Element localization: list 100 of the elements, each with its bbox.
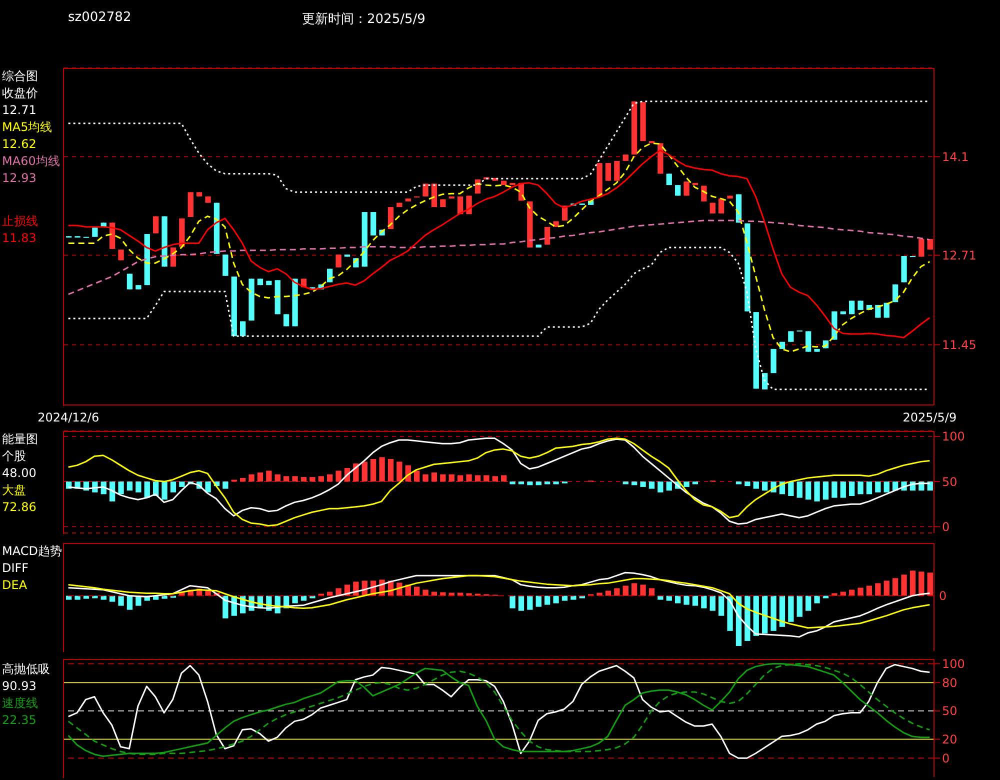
bar bbox=[474, 475, 481, 482]
bar bbox=[648, 482, 655, 489]
bar bbox=[179, 482, 185, 487]
y-tick-label: 80 bbox=[942, 676, 958, 690]
bar bbox=[796, 596, 802, 617]
bar bbox=[448, 474, 454, 482]
candlestick bbox=[849, 300, 855, 315]
bar bbox=[222, 482, 228, 489]
bar bbox=[622, 586, 628, 596]
candlestick bbox=[222, 254, 228, 276]
bar bbox=[762, 596, 768, 634]
candlestick bbox=[284, 314, 290, 327]
bar bbox=[684, 596, 690, 605]
bar bbox=[222, 596, 228, 618]
bar bbox=[501, 475, 507, 482]
bar bbox=[744, 482, 750, 486]
text: DEA bbox=[2, 577, 28, 594]
bar bbox=[570, 596, 576, 600]
candlestick bbox=[858, 300, 864, 310]
bar bbox=[632, 482, 638, 486]
text: 72.86 bbox=[2, 499, 38, 516]
bar bbox=[431, 472, 438, 482]
bar bbox=[458, 475, 464, 482]
chart-title: 高抛低吸 bbox=[2, 661, 50, 678]
bar bbox=[640, 482, 646, 487]
bar bbox=[640, 584, 646, 596]
candlestick bbox=[92, 227, 98, 238]
bar bbox=[74, 596, 80, 600]
bar bbox=[858, 482, 864, 494]
candlestick bbox=[605, 162, 612, 182]
text: 12.71 bbox=[2, 102, 38, 119]
bar bbox=[266, 470, 272, 482]
candlestick bbox=[336, 254, 342, 268]
y-tick-label: 20 bbox=[942, 732, 958, 746]
candlestick bbox=[684, 181, 690, 196]
candlestick bbox=[614, 160, 620, 182]
bar bbox=[422, 590, 428, 596]
bar bbox=[66, 596, 72, 600]
bar bbox=[614, 588, 620, 596]
bar bbox=[327, 474, 333, 482]
text: 更新时间：2025/5/9 bbox=[302, 11, 426, 28]
bar bbox=[901, 574, 907, 596]
candlestick bbox=[422, 183, 428, 197]
text: 个股 bbox=[2, 448, 27, 465]
bar bbox=[718, 596, 724, 616]
bar bbox=[536, 482, 542, 486]
candlestick bbox=[788, 330, 794, 342]
text: DIFF bbox=[2, 560, 30, 577]
bar bbox=[796, 482, 802, 498]
y-tick-label: 100 bbox=[942, 656, 965, 671]
y-tick-label: 100 bbox=[942, 430, 965, 444]
bar bbox=[336, 470, 342, 482]
bar bbox=[553, 482, 559, 484]
bar bbox=[788, 482, 794, 496]
candlestick bbox=[806, 330, 812, 352]
bar bbox=[362, 462, 368, 482]
bar bbox=[675, 596, 681, 604]
candlestick bbox=[118, 249, 124, 261]
y-tick-label: 50 bbox=[942, 704, 958, 718]
text: 收盘价 bbox=[2, 85, 39, 102]
bar bbox=[866, 586, 872, 596]
bar bbox=[440, 474, 446, 482]
bar bbox=[144, 482, 150, 498]
bar bbox=[666, 596, 672, 601]
bar bbox=[701, 596, 707, 608]
bar bbox=[136, 482, 142, 492]
bar bbox=[822, 596, 829, 598]
bar bbox=[727, 596, 733, 631]
bar bbox=[414, 470, 420, 482]
bar bbox=[544, 596, 550, 605]
bar bbox=[658, 482, 664, 492]
candlestick bbox=[126, 273, 133, 290]
text: 大盘 bbox=[2, 482, 27, 499]
bar bbox=[710, 596, 716, 611]
bar bbox=[422, 474, 428, 482]
line-series bbox=[68, 220, 930, 296]
bar bbox=[918, 572, 924, 596]
bar bbox=[770, 596, 776, 631]
bar bbox=[292, 596, 298, 604]
candlestick bbox=[718, 198, 724, 214]
bar bbox=[527, 596, 533, 610]
bar bbox=[753, 596, 759, 636]
bar bbox=[788, 596, 794, 622]
bar bbox=[892, 578, 898, 596]
bar bbox=[414, 586, 420, 596]
bar bbox=[884, 580, 890, 596]
text: 12.93 bbox=[2, 170, 38, 187]
y-tick-label: 50 bbox=[942, 474, 958, 489]
bar bbox=[300, 477, 307, 482]
text: MA5均线 bbox=[2, 119, 54, 136]
bar bbox=[126, 596, 133, 610]
bar bbox=[814, 482, 820, 502]
bar bbox=[284, 476, 290, 482]
bar bbox=[110, 596, 116, 602]
bar bbox=[927, 572, 933, 596]
bar bbox=[849, 482, 855, 496]
x-tick-label: 2024/12/6 bbox=[38, 410, 100, 425]
candlestick bbox=[370, 212, 376, 236]
text: 90.93 bbox=[2, 678, 38, 695]
bar bbox=[562, 596, 568, 601]
